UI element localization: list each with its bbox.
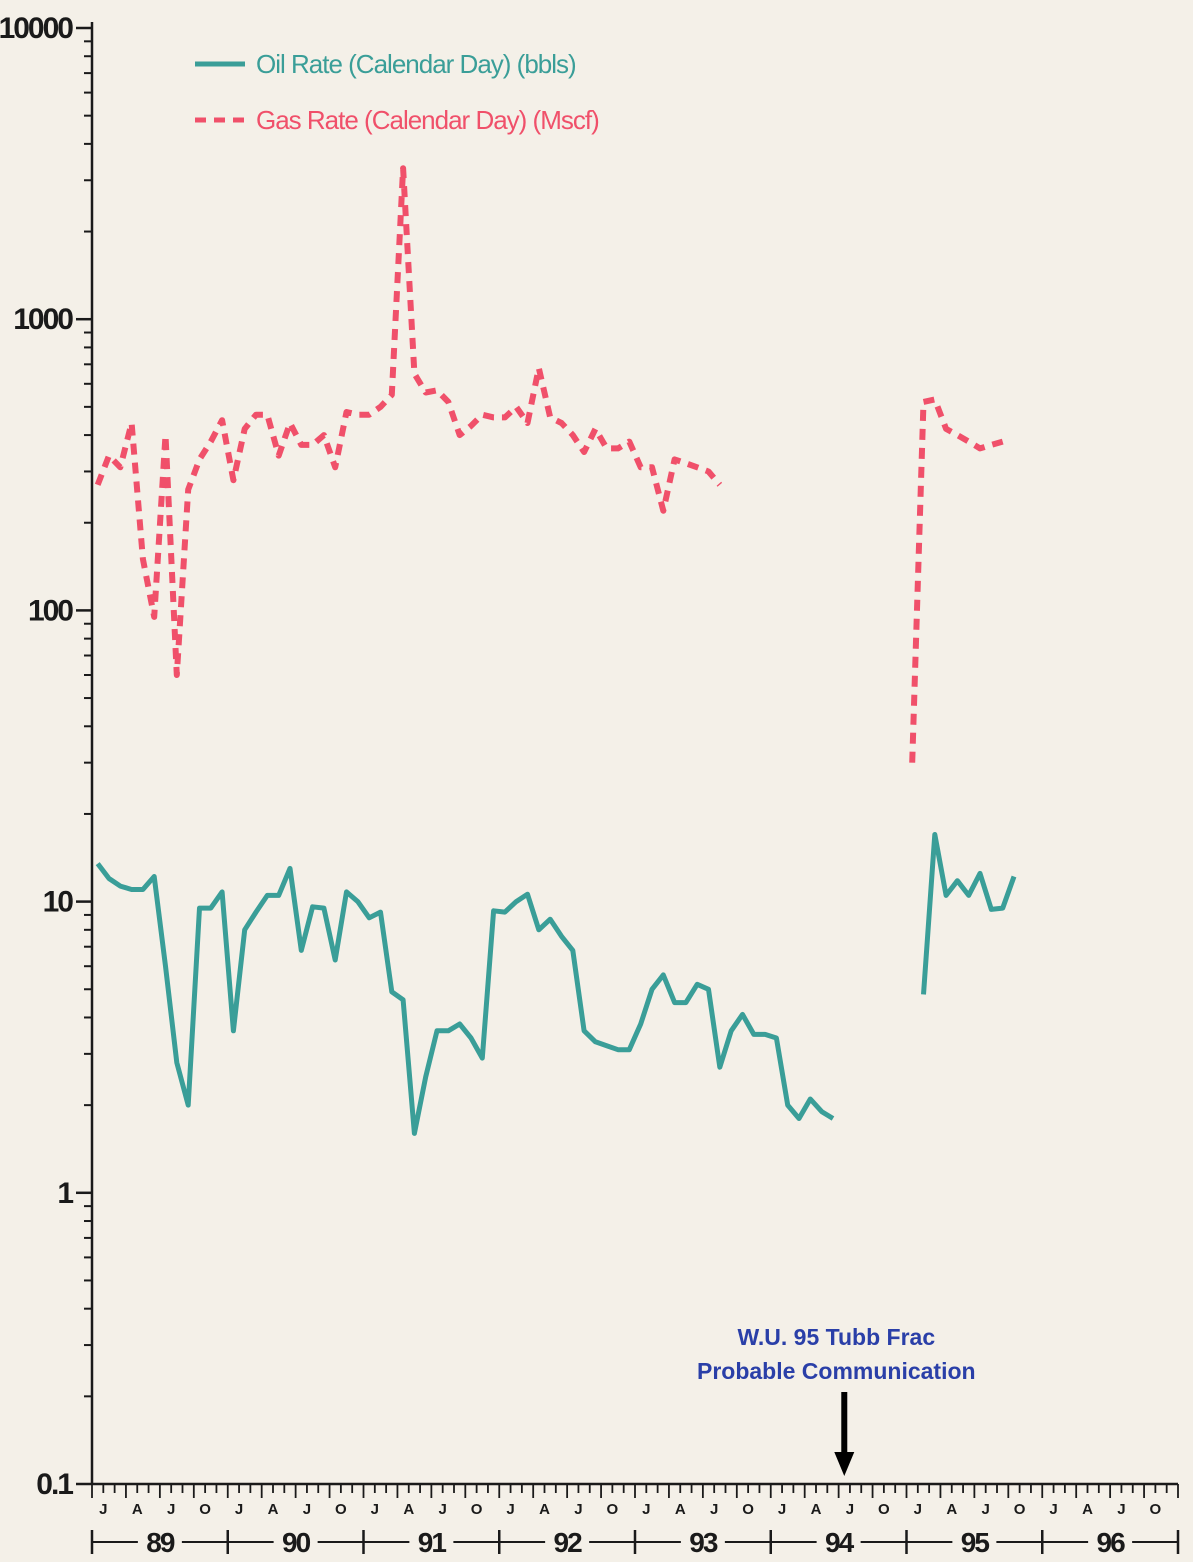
legend-oil-label: Oil Rate (Calendar Day) (bbls) bbox=[256, 49, 576, 79]
x-month-label: A bbox=[811, 1501, 822, 1518]
x-year-label: 91 bbox=[418, 1527, 447, 1558]
x-month-label: O bbox=[335, 1501, 347, 1518]
x-month-label: O bbox=[1150, 1501, 1162, 1518]
x-year-label: 96 bbox=[1097, 1527, 1126, 1558]
annotation-layer: W.U. 95 Tubb Frac Probable Communication bbox=[697, 1324, 976, 1476]
x-month-label: J bbox=[506, 1501, 514, 1518]
oil-rate-line bbox=[95, 862, 835, 1136]
year-label-bg bbox=[816, 1524, 861, 1560]
legend-gas-label: Gas Rate (Calendar Day) (Mscf) bbox=[256, 105, 599, 135]
y-tick-label: 10 bbox=[43, 886, 74, 919]
x-month-label: J bbox=[846, 1501, 854, 1518]
year-label-bg bbox=[1088, 1524, 1133, 1560]
gas-rate-series bbox=[94, 165, 1004, 763]
x-month-label: J bbox=[710, 1501, 718, 1518]
chart-axes: 0.1 1 10 100 1000 10000 J A J O J A J O J A J O J A J O J A J O J A… bbox=[0, 12, 1180, 1560]
x-month-label: J bbox=[99, 1501, 107, 1518]
year-label-bg bbox=[680, 1524, 725, 1560]
x-month-label: A bbox=[268, 1501, 279, 1518]
x-month-label: J bbox=[1117, 1501, 1125, 1518]
x-month-label: J bbox=[778, 1501, 786, 1518]
x-month-label: J bbox=[982, 1501, 990, 1518]
year-label-bg bbox=[545, 1524, 590, 1560]
year-label-bg bbox=[409, 1524, 454, 1560]
x-month-label: A bbox=[403, 1501, 414, 1518]
oil-rate-series bbox=[95, 832, 1017, 1136]
x-month-label: O bbox=[199, 1501, 211, 1518]
x-month-label: J bbox=[642, 1501, 650, 1518]
x-year-label: 93 bbox=[689, 1527, 718, 1558]
x-month-label: A bbox=[946, 1501, 957, 1518]
x-month-label: O bbox=[471, 1501, 483, 1518]
year-label-bg bbox=[952, 1524, 997, 1560]
x-year-label: 95 bbox=[961, 1527, 990, 1558]
y-tick-label: 1000 bbox=[13, 303, 73, 336]
y-tick-label: 0.1 bbox=[36, 1468, 73, 1501]
x-month-label: J bbox=[574, 1501, 582, 1518]
annotation-label: Probable Communication bbox=[697, 1358, 976, 1384]
y-tick-label: 10000 bbox=[0, 12, 73, 45]
x-year-label: 94 bbox=[825, 1527, 855, 1558]
oil-rate-line bbox=[921, 832, 1017, 995]
x-month-label: J bbox=[1049, 1501, 1057, 1518]
x-month-label: O bbox=[878, 1501, 890, 1518]
x-month-label: J bbox=[371, 1501, 379, 1518]
annotation-arrow-head bbox=[834, 1452, 855, 1476]
series-layer bbox=[94, 165, 1017, 1136]
legend: Oil Rate (Calendar Day) (bbls) Gas Rate (… bbox=[195, 49, 600, 135]
x-month-label: J bbox=[439, 1501, 447, 1518]
gas-rate-line bbox=[94, 165, 723, 678]
x-month-label: O bbox=[1014, 1501, 1026, 1518]
x-year-label: 90 bbox=[282, 1527, 311, 1558]
y-tick-label: 100 bbox=[28, 594, 73, 627]
x-month-label: J bbox=[914, 1501, 922, 1518]
x-month-label: A bbox=[132, 1501, 143, 1518]
x-month-label: O bbox=[607, 1501, 619, 1518]
x-month-label: O bbox=[742, 1501, 754, 1518]
year-label-bg bbox=[273, 1524, 318, 1560]
x-month-label: A bbox=[539, 1501, 550, 1518]
x-year-label: 89 bbox=[146, 1527, 175, 1558]
x-month-label: J bbox=[303, 1501, 311, 1518]
y-tick-label: 1 bbox=[57, 1177, 73, 1210]
year-label-bg bbox=[137, 1524, 182, 1560]
gas-rate-line bbox=[909, 396, 1004, 763]
annotation-label: W.U. 95 Tubb Frac bbox=[737, 1324, 935, 1350]
x-year-label: 92 bbox=[554, 1527, 583, 1558]
x-month-label: J bbox=[235, 1501, 243, 1518]
x-month-label: J bbox=[167, 1501, 175, 1518]
x-month-label: A bbox=[1082, 1501, 1093, 1518]
x-month-label: A bbox=[675, 1501, 686, 1518]
